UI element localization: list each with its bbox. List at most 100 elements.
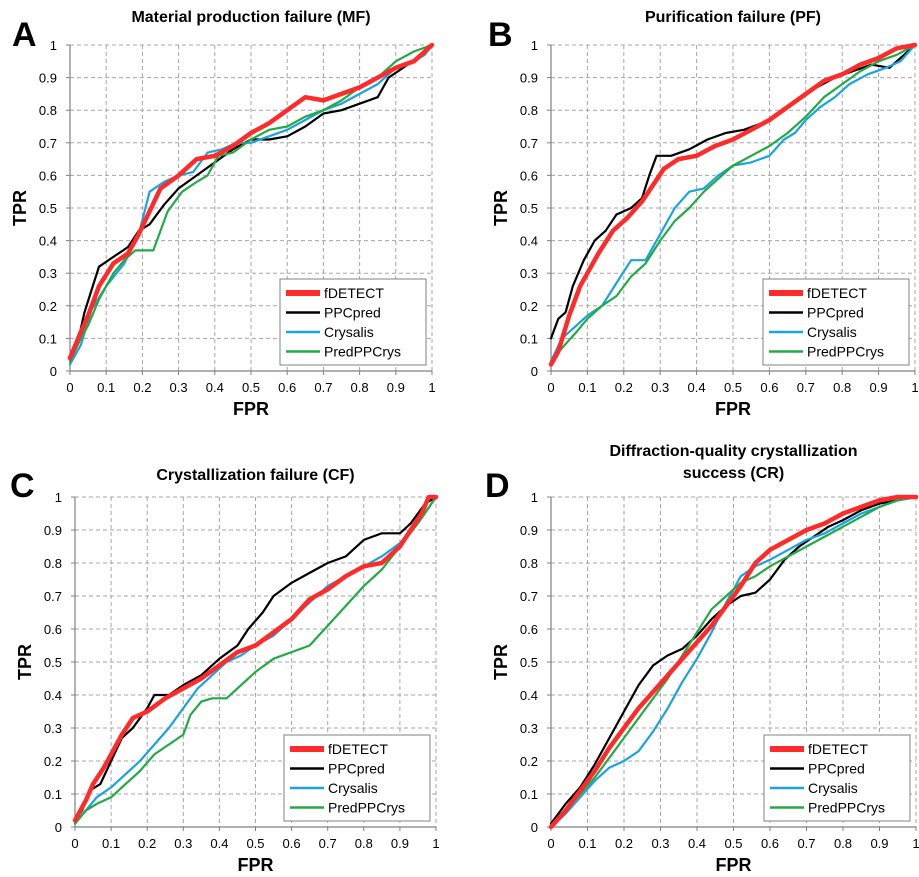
legend: fDETECT PPCpred Crysalis PredPPCrys <box>763 734 911 822</box>
x-tick-label: 0.7 <box>319 836 337 851</box>
legend-label-crysalis: Crysalis <box>328 780 378 796</box>
y-tick-label: 0.9 <box>44 523 62 538</box>
y-tick-label: 0.5 <box>520 655 538 670</box>
y-tick-label: 1 <box>55 490 62 505</box>
legend-label-predppcrys: PredPPCrys <box>324 344 401 360</box>
x-tick-label: 0.8 <box>351 380 369 395</box>
y-tick-label: 0.1 <box>39 331 57 346</box>
y-tick-label: 0.7 <box>520 589 538 604</box>
x-tick-label: 0.6 <box>761 836 779 851</box>
x-tick-label: 1 <box>428 380 435 395</box>
x-tick-label: 0.4 <box>210 836 228 851</box>
y-tick-label: 0.3 <box>520 721 538 736</box>
y-tick-label: 0.2 <box>520 299 538 314</box>
series-line-predppcrys <box>549 495 918 829</box>
y-tick-label: 0.9 <box>39 71 57 86</box>
y-tick-label: 1 <box>50 38 57 53</box>
legend-label-crysalis: Crysalis <box>807 324 857 340</box>
x-tick-label: 0.8 <box>833 380 851 395</box>
chart-title: Purification failure (PF) <box>645 9 821 26</box>
legend-label-fdetect: fDETECT <box>328 741 388 757</box>
y-tick-label: 0.6 <box>39 168 57 183</box>
y-tick-label: 0.9 <box>520 523 538 538</box>
y-tick-label: 0 <box>55 820 62 835</box>
legend-label-fdetect: fDETECT <box>808 741 868 757</box>
legend-label-predppcrys: PredPPCrys <box>808 800 885 816</box>
chart-title: Crystallization failure (CF) <box>156 467 354 484</box>
y-axis-label: TPR <box>491 644 511 680</box>
x-tick-label: 0.1 <box>578 380 596 395</box>
y-tick-label: 1 <box>531 490 538 505</box>
x-tick-label: 0.2 <box>138 836 156 851</box>
y-tick-label: 0.7 <box>39 136 57 151</box>
y-tick-label: 0 <box>531 364 538 379</box>
y-tick-label: 1 <box>531 38 538 53</box>
x-tick-label: 0.1 <box>102 836 120 851</box>
legend-label-crysalis: Crysalis <box>808 780 858 796</box>
y-tick-label: 0.4 <box>44 688 62 703</box>
y-tick-label: 0.4 <box>39 234 57 249</box>
series-line-crysalis <box>549 43 917 363</box>
x-tick-label: 0.3 <box>651 836 669 851</box>
x-tick-label: 0.1 <box>578 836 596 851</box>
panel-letter: B <box>488 16 513 54</box>
x-tick-label: 0.7 <box>797 380 815 395</box>
panel-letter: A <box>12 16 37 54</box>
roc-panel-b: B Purification failure (PF) 00 0.1 0.1 0.2 0.2… <box>488 9 919 419</box>
x-tick-label: 0.6 <box>760 380 778 395</box>
x-tick-label: 0.4 <box>688 380 706 395</box>
legend-label-crysalis: Crysalis <box>324 324 374 340</box>
y-tick-label: 0.8 <box>44 556 62 571</box>
chart-title-line-1: Diffraction-quality crystallization <box>609 443 857 460</box>
y-tick-label: 0.3 <box>520 266 538 281</box>
x-tick-label: 0.5 <box>724 836 742 851</box>
x-tick-label: 0.6 <box>283 836 301 851</box>
legend-label-fdetect: fDETECT <box>324 285 384 301</box>
x-tick-label: 0.2 <box>615 380 633 395</box>
x-tick-label: 0 <box>71 836 78 851</box>
y-tick-label: 0.1 <box>520 787 538 802</box>
y-tick-label: 0.9 <box>520 71 538 86</box>
x-tick-label: 0.7 <box>314 380 332 395</box>
y-tick-label: 0.3 <box>44 721 62 736</box>
legend-label-ppcpred: PPCpred <box>807 305 864 321</box>
x-axis-label: FPR <box>716 855 752 875</box>
y-axis-label: TPR <box>15 644 35 680</box>
x-tick-label: 0.8 <box>355 836 373 851</box>
y-tick-label: 0.8 <box>520 103 538 118</box>
legend: fDETECT PPCpred Crysalis PredPPCrys <box>762 278 910 366</box>
x-tick-label: 0.6 <box>278 380 296 395</box>
x-axis-label: FPR <box>715 399 751 419</box>
x-tick-label: 0.7 <box>797 836 815 851</box>
x-tick-label: 0 <box>66 380 73 395</box>
y-tick-label: 0.8 <box>520 556 538 571</box>
y-tick-label: 0.6 <box>520 622 538 637</box>
y-tick-label: 0.4 <box>520 234 538 249</box>
x-axis-label: FPR <box>238 855 274 875</box>
grid <box>551 44 916 371</box>
x-tick-label: 0 <box>547 836 554 851</box>
panel-letter: D <box>485 467 510 505</box>
y-tick-label: 0 <box>50 364 57 379</box>
x-tick-label: 0.9 <box>387 380 405 395</box>
roc-panel-c: C Crystallization failure (CF) 00 0.1 0.1 0.2… <box>10 467 440 875</box>
legend-label-ppcpred: PPCpred <box>324 305 381 321</box>
y-tick-label: 0.3 <box>39 266 57 281</box>
y-tick-label: 0.6 <box>44 622 62 637</box>
y-tick-label: 0.1 <box>520 331 538 346</box>
chart-title: Material production failure (MF) <box>131 9 370 26</box>
x-tick-label: 0.3 <box>170 380 188 395</box>
legend: fDETECT PPCpred Crysalis PredPPCrys <box>279 278 427 366</box>
y-tick-label: 0.7 <box>520 136 538 151</box>
series-line-ppcpred <box>68 43 434 363</box>
y-tick-label: 0.2 <box>44 754 62 769</box>
x-tick-label: 0.3 <box>174 836 192 851</box>
y-tick-label: 0.2 <box>39 299 57 314</box>
x-tick-label: 0.3 <box>651 380 669 395</box>
y-tick-label: 0.2 <box>520 754 538 769</box>
x-tick-label: 1 <box>912 836 919 851</box>
x-tick-label: 1 <box>911 380 918 395</box>
series-line-fdetect <box>67 42 435 361</box>
y-tick-label: 0.8 <box>39 103 57 118</box>
